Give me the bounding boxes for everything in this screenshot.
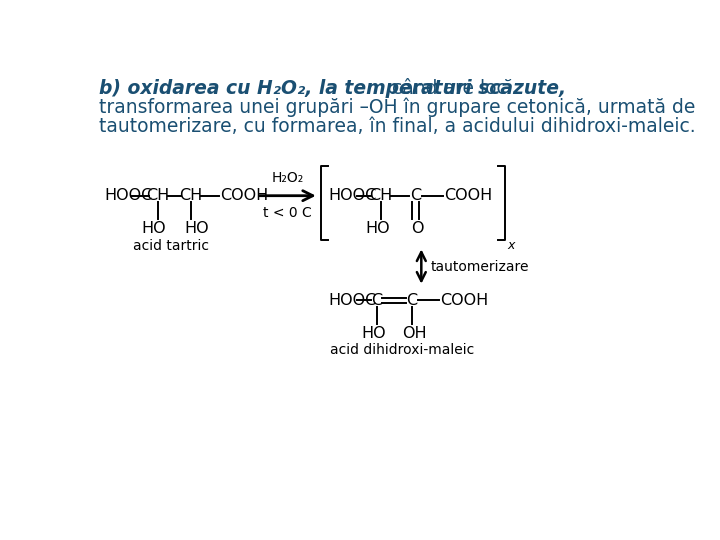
Text: HOOC: HOOC bbox=[329, 293, 377, 308]
Text: acid tartric: acid tartric bbox=[133, 239, 210, 253]
Text: H₂O₂: H₂O₂ bbox=[271, 171, 304, 185]
Text: COOH: COOH bbox=[444, 188, 492, 203]
Text: b) oxidarea cu H₂O₂, la temperaturi scăzute,: b) oxidarea cu H₂O₂, la temperaturi scăz… bbox=[99, 79, 567, 98]
Text: CH: CH bbox=[179, 188, 202, 203]
Text: C: C bbox=[410, 188, 421, 203]
Text: HOOC: HOOC bbox=[104, 188, 152, 203]
Text: transformarea unei grupări –OH în grupare cetonică, urmată de: transformarea unei grupări –OH în grupar… bbox=[99, 98, 696, 117]
Text: COOH: COOH bbox=[441, 293, 489, 308]
Text: C: C bbox=[372, 293, 382, 308]
Text: când are loc: când are loc bbox=[392, 79, 507, 98]
Text: t < 0 C: t < 0 C bbox=[264, 206, 312, 220]
Text: COOH: COOH bbox=[220, 188, 269, 203]
Text: CH: CH bbox=[147, 188, 170, 203]
Text: tautomerizare, cu formarea, în final, a acidului dihidroxi-maleic.: tautomerizare, cu formarea, în final, a … bbox=[99, 117, 696, 136]
Text: C: C bbox=[406, 293, 417, 308]
Text: O: O bbox=[411, 221, 423, 236]
Text: CH: CH bbox=[369, 188, 392, 203]
Text: HO: HO bbox=[361, 326, 386, 341]
Text: HO: HO bbox=[141, 221, 166, 236]
Text: acid dihidroxi-maleic: acid dihidroxi-maleic bbox=[330, 343, 474, 357]
Text: HO: HO bbox=[184, 221, 210, 236]
Text: tautomerizare: tautomerizare bbox=[431, 260, 529, 274]
Text: x: x bbox=[507, 239, 514, 252]
Text: HO: HO bbox=[365, 221, 390, 236]
Text: OH: OH bbox=[402, 326, 427, 341]
Text: HOOC: HOOC bbox=[329, 188, 377, 203]
